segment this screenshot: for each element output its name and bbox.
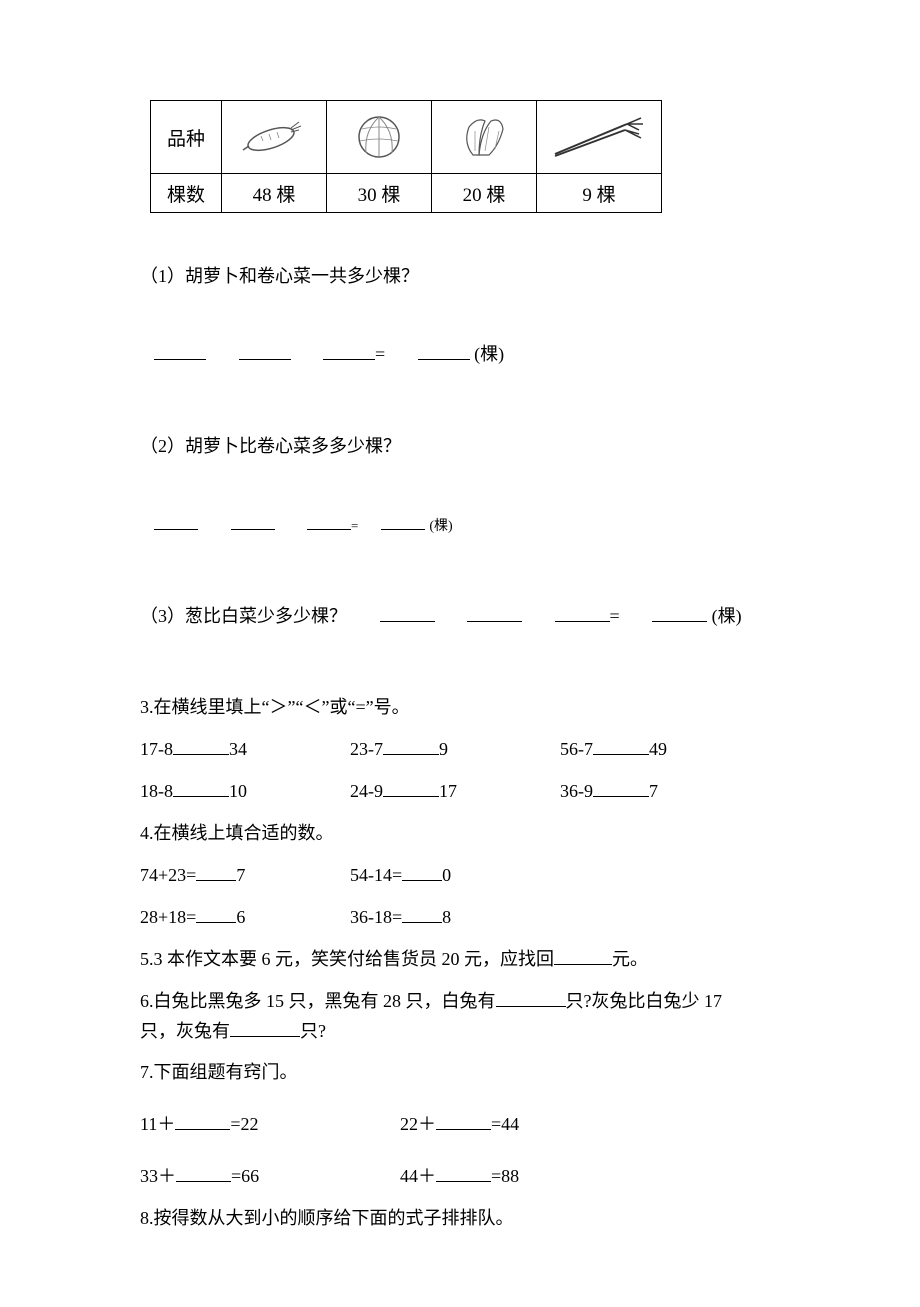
veg-bokchoy-icon — [432, 101, 537, 174]
q1b-text: （2）胡萝卜比卷心菜多多少棵？ — [140, 433, 790, 461]
blank-input[interactable] — [555, 603, 610, 622]
blank-input[interactable] — [467, 603, 522, 622]
blank-input[interactable] — [175, 1111, 230, 1130]
blank-input[interactable] — [436, 1163, 491, 1182]
q7-row1: 11＋=22 22＋=44 — [140, 1111, 790, 1139]
q7-title: 7.下面组题有窍门。 — [140, 1059, 790, 1087]
q3-title: 3.在横线里填上“＞”“＜”或“=”号。 — [140, 694, 790, 722]
count-carrot: 48 棵 — [222, 174, 327, 213]
blank-input[interactable] — [380, 603, 435, 622]
blank-input[interactable] — [402, 904, 442, 923]
veg-cabbage-icon — [327, 101, 432, 174]
q8-text: 8.按得数从大到小的顺序给下面的式子排排队。 — [140, 1205, 790, 1233]
q1a-equation: = (棵) — [140, 341, 790, 369]
veg-carrot-icon — [222, 101, 327, 174]
blank-input[interactable] — [418, 341, 470, 360]
unit: (棵) — [429, 519, 452, 534]
blank-input[interactable] — [239, 341, 291, 360]
q5-row: 5.3 本作文本要 6 元，笑笑付给售货员 20 元，应找回元。 — [140, 946, 790, 974]
blank-input[interactable] — [652, 603, 707, 622]
q3-row2: 18-810 24-917 36-97 — [140, 778, 790, 806]
blank-input[interactable] — [173, 778, 229, 797]
blank-input[interactable] — [231, 520, 275, 529]
count-scallion: 9 棵 — [537, 174, 662, 213]
count-bokchoy: 20 棵 — [432, 174, 537, 213]
blank-input[interactable] — [593, 736, 649, 755]
q4-row2: 28+18=6 36-18=8 — [140, 904, 790, 932]
blank-input[interactable] — [323, 341, 375, 360]
unit: (棵) — [712, 606, 742, 626]
q1c-text: （3）葱比白菜少多少棵？ — [140, 606, 347, 626]
blank-input[interactable] — [154, 520, 198, 529]
blank-input[interactable] — [402, 862, 442, 881]
blank-input[interactable] — [436, 1111, 491, 1130]
blank-input[interactable] — [173, 736, 229, 755]
veg-scallion-icon — [537, 101, 662, 174]
blank-input[interactable] — [383, 736, 439, 755]
row-label: 棵数 — [151, 174, 222, 213]
q4-row1: 74+23=7 54-14=0 — [140, 862, 790, 890]
q1b-equation: = (棵) — [140, 511, 790, 539]
blank-input[interactable] — [307, 520, 351, 529]
blank-input[interactable] — [154, 341, 206, 360]
blank-input[interactable] — [496, 988, 566, 1007]
q7-row2: 33＋=66 44＋=88 — [140, 1163, 790, 1191]
q6-row1: 6.白兔比黑兔多 15 只，黑兔有 28 只，白兔有只?灰兔比白兔少 17 — [140, 988, 790, 1016]
q3-row1: 17-834 23-79 56-749 — [140, 736, 790, 764]
blank-input[interactable] — [383, 778, 439, 797]
header-label: 品种 — [151, 101, 222, 174]
q1c-row: （3）葱比白菜少多少棵？ = (棵) — [140, 603, 790, 631]
blank-input[interactable] — [176, 1163, 231, 1182]
vegetable-table: 品种 — [150, 100, 662, 213]
blank-input[interactable] — [196, 862, 236, 881]
q6-row2: 只，灰兔有只? — [140, 1018, 790, 1046]
q4-title: 4.在横线上填合适的数。 — [140, 820, 790, 848]
blank-input[interactable] — [381, 520, 425, 529]
blank-input[interactable] — [554, 946, 612, 965]
unit: (棵) — [474, 344, 504, 364]
blank-input[interactable] — [593, 778, 649, 797]
blank-input[interactable] — [230, 1018, 300, 1037]
q1a-text: （1）胡萝卜和卷心菜一共多少棵？ — [140, 263, 790, 291]
count-cabbage: 30 棵 — [327, 174, 432, 213]
blank-input[interactable] — [196, 904, 236, 923]
